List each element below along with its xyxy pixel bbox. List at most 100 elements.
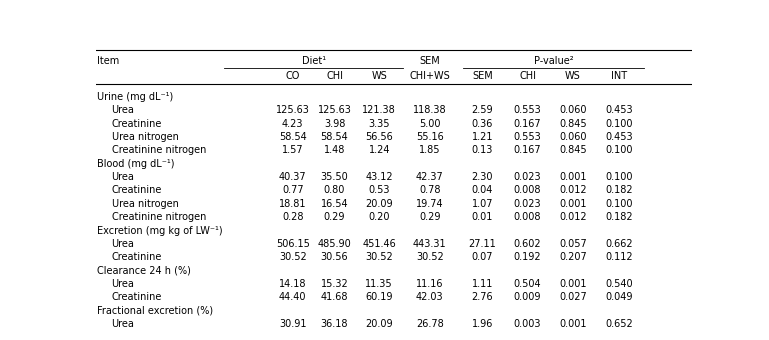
Text: 30.52: 30.52 (416, 252, 444, 262)
Text: 3.35: 3.35 (368, 119, 390, 129)
Text: Urine (mg dL⁻¹): Urine (mg dL⁻¹) (97, 92, 173, 102)
Text: 30.91: 30.91 (279, 319, 307, 329)
Text: 0.167: 0.167 (514, 145, 541, 155)
Text: SEM: SEM (420, 56, 440, 66)
Text: Creatinine nitrogen: Creatinine nitrogen (112, 212, 206, 222)
Text: 41.68: 41.68 (321, 292, 348, 302)
Text: 0.662: 0.662 (605, 239, 633, 249)
Text: 0.652: 0.652 (605, 319, 633, 329)
Text: 0.012: 0.012 (559, 185, 587, 195)
Text: 0.453: 0.453 (605, 132, 633, 142)
Text: Urea: Urea (112, 279, 135, 289)
Text: 118.38: 118.38 (413, 105, 447, 115)
Text: 1.24: 1.24 (368, 145, 390, 155)
Text: 0.008: 0.008 (514, 185, 541, 195)
Text: Creatinine: Creatinine (112, 185, 162, 195)
Text: 0.057: 0.057 (559, 239, 587, 249)
Text: 43.12: 43.12 (365, 172, 393, 182)
Text: 0.060: 0.060 (559, 105, 587, 115)
Text: 1.11: 1.11 (471, 279, 493, 289)
Text: Urea: Urea (112, 172, 135, 182)
Text: Creatinine: Creatinine (112, 119, 162, 129)
Text: 0.001: 0.001 (559, 279, 587, 289)
Text: 0.504: 0.504 (514, 279, 541, 289)
Text: 0.100: 0.100 (606, 199, 633, 209)
Text: 1.21: 1.21 (471, 132, 493, 142)
Text: 40.37: 40.37 (279, 172, 307, 182)
Text: 0.003: 0.003 (514, 319, 541, 329)
Text: 1.07: 1.07 (471, 199, 493, 209)
Text: 485.90: 485.90 (318, 239, 351, 249)
Text: 0.553: 0.553 (514, 105, 541, 115)
Text: Excretion (mg kg of LW⁻¹): Excretion (mg kg of LW⁻¹) (97, 225, 222, 236)
Text: 42.03: 42.03 (416, 292, 444, 302)
Text: 0.182: 0.182 (605, 185, 633, 195)
Text: 0.540: 0.540 (605, 279, 633, 289)
Text: WS: WS (371, 71, 387, 81)
Text: 0.100: 0.100 (606, 145, 633, 155)
Text: 55.16: 55.16 (416, 132, 444, 142)
Text: 506.15: 506.15 (276, 239, 310, 249)
Text: 0.023: 0.023 (514, 199, 541, 209)
Text: 0.012: 0.012 (559, 212, 587, 222)
Text: 19.74: 19.74 (416, 199, 444, 209)
Text: 125.63: 125.63 (276, 105, 310, 115)
Text: 0.100: 0.100 (606, 172, 633, 182)
Text: 0.049: 0.049 (606, 292, 633, 302)
Text: 0.845: 0.845 (559, 145, 587, 155)
Text: 0.29: 0.29 (419, 212, 441, 222)
Text: Urea: Urea (112, 319, 135, 329)
Text: 0.29: 0.29 (324, 212, 345, 222)
Text: Urea nitrogen: Urea nitrogen (112, 199, 178, 209)
Text: 3.98: 3.98 (324, 119, 345, 129)
Text: SEM: SEM (472, 71, 493, 81)
Text: 0.80: 0.80 (324, 185, 345, 195)
Text: 0.100: 0.100 (606, 119, 633, 129)
Text: 58.54: 58.54 (279, 132, 307, 142)
Text: 30.52: 30.52 (365, 252, 393, 262)
Text: Blood (mg dL⁻¹): Blood (mg dL⁻¹) (97, 159, 175, 169)
Text: 18.81: 18.81 (279, 199, 307, 209)
Text: 0.192: 0.192 (514, 252, 541, 262)
Text: 0.78: 0.78 (419, 185, 441, 195)
Text: 451.46: 451.46 (362, 239, 396, 249)
Text: 0.28: 0.28 (282, 212, 304, 222)
Text: Urea nitrogen: Urea nitrogen (112, 132, 178, 142)
Text: WS: WS (565, 71, 581, 81)
Text: Item: Item (97, 56, 119, 66)
Text: 0.009: 0.009 (514, 292, 541, 302)
Text: 0.36: 0.36 (471, 119, 493, 129)
Text: 0.112: 0.112 (605, 252, 633, 262)
Text: Creatinine: Creatinine (112, 252, 162, 262)
Text: 42.37: 42.37 (416, 172, 444, 182)
Text: 0.027: 0.027 (559, 292, 587, 302)
Text: 2.30: 2.30 (471, 172, 493, 182)
Text: 15.32: 15.32 (321, 279, 348, 289)
Text: Fractional excretion (%): Fractional excretion (%) (97, 306, 213, 316)
Text: 0.207: 0.207 (559, 252, 587, 262)
Text: 58.54: 58.54 (321, 132, 348, 142)
Text: 0.001: 0.001 (559, 199, 587, 209)
Text: INT: INT (611, 71, 628, 81)
Text: Diet¹: Diet¹ (301, 56, 326, 66)
Text: 0.01: 0.01 (471, 212, 493, 222)
Text: 0.77: 0.77 (282, 185, 304, 195)
Text: 443.31: 443.31 (413, 239, 447, 249)
Text: 1.48: 1.48 (324, 145, 345, 155)
Text: 1.85: 1.85 (419, 145, 441, 155)
Text: 0.023: 0.023 (514, 172, 541, 182)
Text: 5.00: 5.00 (419, 119, 441, 129)
Text: CO: CO (285, 71, 300, 81)
Text: 26.78: 26.78 (416, 319, 444, 329)
Text: 11.16: 11.16 (416, 279, 444, 289)
Text: CHI: CHI (326, 71, 343, 81)
Text: 30.56: 30.56 (321, 252, 348, 262)
Text: 0.001: 0.001 (559, 319, 587, 329)
Text: 0.001: 0.001 (559, 172, 587, 182)
Text: 36.18: 36.18 (321, 319, 348, 329)
Text: 0.553: 0.553 (514, 132, 541, 142)
Text: 0.07: 0.07 (471, 252, 493, 262)
Text: 0.453: 0.453 (605, 105, 633, 115)
Text: 0.20: 0.20 (368, 212, 390, 222)
Text: 1.96: 1.96 (471, 319, 493, 329)
